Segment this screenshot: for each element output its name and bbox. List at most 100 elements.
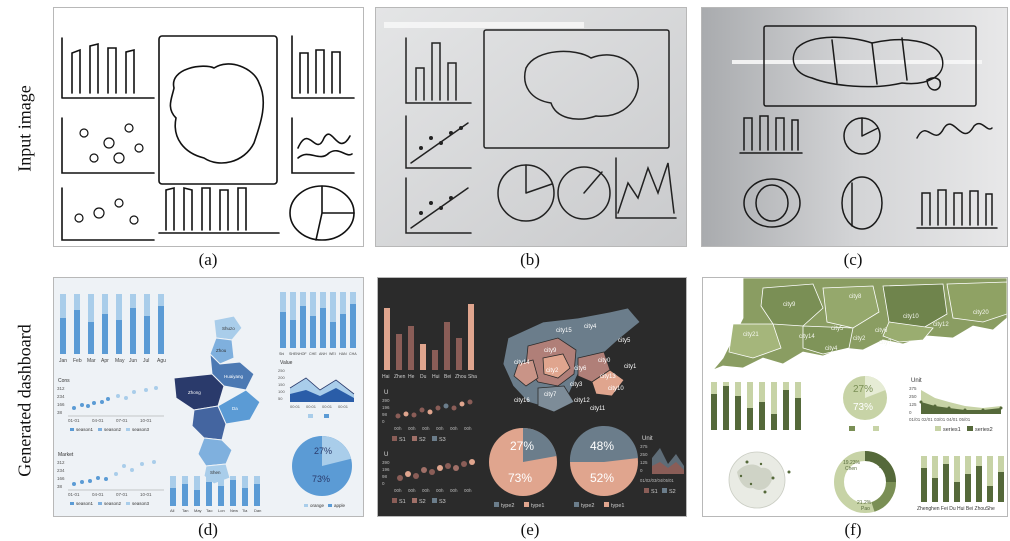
- svg-text:type1: type1: [531, 503, 544, 509]
- svg-text:Tao: Tao: [206, 508, 213, 513]
- svg-text:0: 0: [909, 410, 912, 415]
- svg-text:Market: Market: [58, 452, 74, 458]
- dashboard-e: Hai Zhen He Du Hui Bei Zhou Sha U 390 196 98 0…: [382, 304, 684, 509]
- caption-a: (a): [198, 250, 218, 269]
- f-bar-chart-2: [921, 456, 1004, 502]
- svg-text:city14: city14: [514, 360, 530, 366]
- svg-text:00h: 00h: [394, 426, 402, 431]
- caption-e: (e): [520, 520, 540, 539]
- svg-text:series2: series2: [975, 427, 993, 433]
- svg-text:city10: city10: [903, 314, 919, 320]
- svg-text:city16: city16: [514, 398, 530, 404]
- svg-text:city1: city1: [624, 364, 637, 370]
- svg-text:S2: S2: [419, 437, 426, 443]
- svg-text:196: 196: [382, 405, 390, 410]
- svg-text:city5: city5: [618, 338, 631, 344]
- svg-text:98: 98: [382, 412, 388, 417]
- e-map: [502, 307, 641, 413]
- svg-text:50: 50: [278, 396, 283, 401]
- svg-text:73%: 73%: [508, 471, 532, 485]
- svg-text:U: U: [384, 390, 388, 396]
- svg-text:city5: city5: [831, 326, 844, 332]
- svg-text:04-01: 04-01: [92, 418, 104, 423]
- svg-text:Value: Value: [280, 360, 293, 366]
- svg-text:00:01: 00:01: [306, 404, 317, 409]
- svg-text:Sha: Sha: [468, 374, 477, 380]
- svg-text:Zhou: Zhou: [455, 374, 467, 380]
- svg-text:125: 125: [640, 460, 648, 465]
- d-pie-chart: [292, 436, 352, 496]
- svg-text:10-01: 10-01: [140, 418, 152, 423]
- svg-text:00h: 00h: [464, 488, 472, 493]
- svg-text:Jan: Jan: [59, 358, 67, 364]
- svg-text:375: 375: [909, 386, 917, 391]
- svg-text:00:01: 00:01: [338, 404, 349, 409]
- svg-text:Jun: Jun: [129, 358, 137, 364]
- svg-text:city6: city6: [875, 328, 888, 334]
- svg-text:S1: S1: [399, 499, 406, 505]
- svg-text:Zhou: Zhou: [216, 348, 227, 353]
- svg-text:S3: S3: [439, 437, 446, 443]
- svg-text:52%: 52%: [590, 471, 614, 485]
- f-bar-chart-1: [711, 382, 801, 430]
- d-bar-chart-months: [60, 294, 164, 354]
- svg-text:city12: city12: [933, 322, 949, 328]
- svg-text:city12: city12: [574, 398, 590, 404]
- svg-text:Pao: Pao: [861, 506, 870, 512]
- svg-text:city9: city9: [544, 348, 557, 354]
- e-bar-chart: [384, 304, 474, 370]
- svg-text:27%: 27%: [510, 439, 534, 453]
- svg-text:Zhenghen Fei Du Hui Bei ZhouSh: Zhenghen Fei Du Hui Bei ZhouShe: [917, 506, 995, 512]
- svg-text:type2: type2: [501, 503, 514, 509]
- f-pie-chart: [843, 376, 887, 420]
- svg-text:73%: 73%: [853, 402, 873, 413]
- svg-text:HAN: HAN: [339, 352, 347, 356]
- svg-text:Lon: Lon: [218, 508, 225, 513]
- row-label-dashboard: Generated dashboard: [14, 324, 35, 477]
- svg-text:city0: city0: [598, 358, 611, 364]
- svg-text:200: 200: [278, 375, 285, 380]
- svg-text:00h: 00h: [450, 488, 458, 493]
- svg-text:00h: 00h: [464, 426, 472, 431]
- svg-text:27%: 27%: [853, 384, 873, 395]
- f-donut-chart: [834, 451, 897, 513]
- svg-text:0: 0: [382, 481, 385, 486]
- svg-text:38: 38: [57, 484, 63, 489]
- svg-text:Tia: Tia: [242, 508, 248, 513]
- svg-text:CHA: CHA: [349, 352, 357, 356]
- svg-text:07-01: 07-01: [116, 418, 128, 423]
- svg-text:Dan: Dan: [254, 508, 261, 513]
- svg-text:01-01: 01-01: [68, 418, 80, 423]
- svg-text:250: 250: [909, 394, 917, 399]
- svg-text:07-01: 07-01: [116, 492, 128, 497]
- svg-text:38: 38: [57, 410, 63, 415]
- svg-text:73%: 73%: [312, 474, 330, 484]
- svg-text:city13: city13: [600, 374, 616, 380]
- caption-d: (d): [198, 520, 218, 539]
- svg-text:WEI: WEI: [329, 352, 336, 356]
- panel-c-glassboard: [701, 7, 1008, 247]
- svg-text:May: May: [194, 508, 202, 513]
- svg-text:season2: season2: [104, 427, 122, 432]
- svg-text:10-01: 10-01: [140, 492, 152, 497]
- svg-text:00:01: 00:01: [322, 404, 333, 409]
- svg-text:Feb: Feb: [73, 358, 82, 364]
- svg-text:city2: city2: [853, 336, 866, 342]
- svg-text:Zhen: Zhen: [394, 374, 406, 380]
- svg-text:orange: orange: [310, 503, 325, 508]
- svg-text:01/02/03/04/05/01: 01/02/03/04/05/01: [640, 478, 674, 483]
- svg-text:27%: 27%: [314, 446, 332, 456]
- sketch-b-drawing: [376, 8, 686, 246]
- svg-text:04-01: 04-01: [92, 492, 104, 497]
- svg-text:city6: city6: [574, 366, 587, 372]
- svg-text:01/01 02/01 03/01 04/01 05/01: 01/01 02/01 03/01 04/01 05/01: [909, 417, 971, 422]
- svg-text:48%: 48%: [590, 439, 614, 453]
- svg-text:00h: 00h: [408, 488, 416, 493]
- svg-text:Shi: Shi: [279, 352, 284, 356]
- svg-text:Agu: Agu: [157, 358, 166, 364]
- svg-text:city15: city15: [556, 328, 572, 334]
- svg-text:Unit: Unit: [642, 436, 653, 442]
- svg-text:234: 234: [57, 468, 65, 473]
- f-globe-map: [728, 451, 791, 509]
- svg-text:390: 390: [382, 398, 390, 403]
